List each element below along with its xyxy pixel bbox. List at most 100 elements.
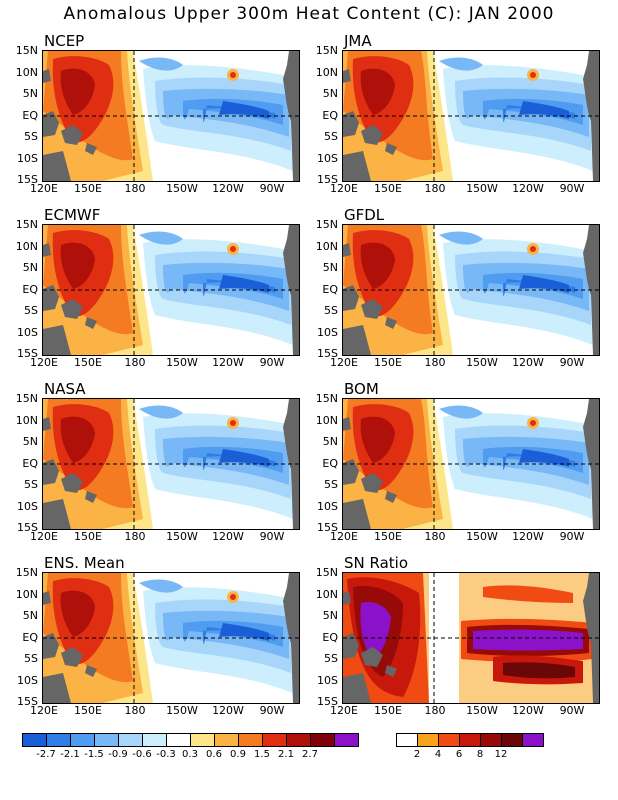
lat-tick-label: 5S bbox=[24, 478, 38, 491]
colorbar-swatch bbox=[460, 734, 481, 746]
lat-tick-label: 5S bbox=[324, 478, 338, 491]
lon-tick-label: 120E bbox=[30, 704, 58, 717]
colorbar-swatch bbox=[439, 734, 460, 746]
lat-tick-label: 5N bbox=[22, 87, 38, 100]
lat-tick-label: 10N bbox=[315, 587, 338, 601]
lon-tick-label: 180 bbox=[424, 356, 446, 369]
lon-tick-label: 150E bbox=[374, 704, 402, 717]
colorbar-label: -0.3 bbox=[156, 749, 176, 760]
lat-tick-label: EQ bbox=[22, 108, 38, 122]
lat-tick-label: 5S bbox=[324, 130, 338, 143]
map-panel bbox=[42, 224, 300, 356]
lon-tick-label: 120W bbox=[212, 356, 244, 369]
colorbar-swatch bbox=[397, 734, 418, 746]
lat-tick-label: 10N bbox=[15, 413, 38, 427]
colorbar-label: 8 bbox=[476, 749, 484, 760]
colorbar-swatch bbox=[263, 734, 287, 746]
lon-tick-label: 90W bbox=[259, 356, 285, 369]
lat-tick-label: 5N bbox=[322, 261, 338, 274]
lat-tick-label: 10N bbox=[15, 587, 38, 601]
colorbar-swatch bbox=[23, 734, 47, 746]
map-panel bbox=[42, 572, 300, 704]
lon-tick-label: 150E bbox=[74, 356, 102, 369]
lat-tick-label: 15S bbox=[317, 173, 338, 186]
lat-tick-label: 15N bbox=[315, 392, 338, 405]
lon-tick-label: 180 bbox=[424, 182, 446, 195]
colorbar-swatch bbox=[502, 734, 523, 746]
colorbar-label: -0.6 bbox=[132, 749, 152, 760]
anomaly-colorbar bbox=[22, 733, 359, 747]
lon-tick-label: 180 bbox=[424, 530, 446, 543]
colorbar-label: -2.7 bbox=[36, 749, 56, 760]
lat-tick-label: 5S bbox=[324, 652, 338, 665]
lat-tick-label: 15S bbox=[317, 521, 338, 534]
colorbar-swatch bbox=[335, 734, 358, 746]
lat-tick-label: 15S bbox=[17, 695, 38, 708]
lat-tick-label: 15N bbox=[15, 44, 38, 57]
colorbar-swatch bbox=[167, 734, 191, 746]
lat-tick-label: EQ bbox=[322, 108, 338, 122]
lat-tick-label: 5N bbox=[322, 435, 338, 448]
lon-tick-label: 120W bbox=[512, 530, 544, 543]
lon-tick-label: 180 bbox=[424, 704, 446, 717]
lon-tick-label: 120W bbox=[512, 356, 544, 369]
lat-tick-label: 10S bbox=[317, 499, 338, 513]
lat-tick-label: 10S bbox=[17, 325, 38, 339]
lon-tick-label: 150E bbox=[74, 704, 102, 717]
lon-tick-label: 120W bbox=[212, 704, 244, 717]
figure-title: Anomalous Upper 300m Heat Content (C): J… bbox=[63, 4, 555, 24]
lon-tick-label: 120W bbox=[212, 182, 244, 195]
lat-tick-label: 15N bbox=[15, 218, 38, 231]
lat-tick-label: 10N bbox=[315, 413, 338, 427]
lon-tick-label: 180 bbox=[124, 356, 146, 369]
lon-tick-label: 120E bbox=[330, 704, 358, 717]
lat-tick-label: 15S bbox=[17, 347, 38, 360]
lat-tick-label: EQ bbox=[322, 456, 338, 470]
lon-tick-label: 150W bbox=[166, 704, 198, 717]
colorbar-swatch bbox=[143, 734, 167, 746]
lat-tick-label: EQ bbox=[322, 630, 338, 644]
map-canvas bbox=[343, 51, 599, 181]
map-canvas bbox=[43, 225, 299, 355]
colorbar-label: 1.5 bbox=[254, 749, 270, 760]
lon-tick-label: 90W bbox=[559, 704, 585, 717]
colorbar-label: 0.9 bbox=[230, 749, 246, 760]
colorbar-swatch bbox=[47, 734, 71, 746]
lat-tick-label: 15N bbox=[315, 218, 338, 231]
map-canvas bbox=[43, 51, 299, 181]
colorbar-label: 0.6 bbox=[206, 749, 222, 760]
lon-tick-label: 90W bbox=[559, 182, 585, 195]
map-canvas bbox=[343, 573, 599, 703]
lat-tick-label: 15S bbox=[317, 347, 338, 360]
lon-tick-label: 150W bbox=[466, 704, 498, 717]
lon-tick-label: 120E bbox=[330, 356, 358, 369]
lon-tick-label: 120E bbox=[330, 182, 358, 195]
map-canvas bbox=[343, 399, 599, 529]
lon-tick-label: 120W bbox=[512, 182, 544, 195]
panel-title: ECMWF bbox=[44, 206, 101, 224]
lat-tick-label: 10S bbox=[17, 499, 38, 513]
panel-title: BOM bbox=[344, 380, 379, 398]
lon-tick-label: 150E bbox=[374, 356, 402, 369]
colorbar-swatch bbox=[287, 734, 311, 746]
lat-tick-label: 5N bbox=[22, 261, 38, 274]
lon-tick-label: 90W bbox=[259, 530, 285, 543]
map-panel bbox=[342, 50, 600, 182]
colorbar-swatch bbox=[119, 734, 143, 746]
colorbar-swatch bbox=[418, 734, 439, 746]
lat-tick-label: 10N bbox=[315, 65, 338, 79]
sn-ratio-colorbar bbox=[396, 733, 544, 747]
lat-tick-label: 15S bbox=[317, 695, 338, 708]
colorbar-label: 12 bbox=[494, 749, 508, 760]
lon-tick-label: 120E bbox=[30, 356, 58, 369]
lat-tick-label: 10N bbox=[315, 239, 338, 253]
colorbar-label: 4 bbox=[434, 749, 442, 760]
lon-tick-label: 150W bbox=[166, 530, 198, 543]
colorbar-swatch bbox=[239, 734, 263, 746]
lat-tick-label: 15S bbox=[17, 521, 38, 534]
colorbar-label: -2.1 bbox=[60, 749, 80, 760]
lat-tick-label: 15N bbox=[15, 392, 38, 405]
map-canvas bbox=[43, 399, 299, 529]
lon-tick-label: 120W bbox=[512, 704, 544, 717]
lat-tick-label: 5S bbox=[24, 652, 38, 665]
